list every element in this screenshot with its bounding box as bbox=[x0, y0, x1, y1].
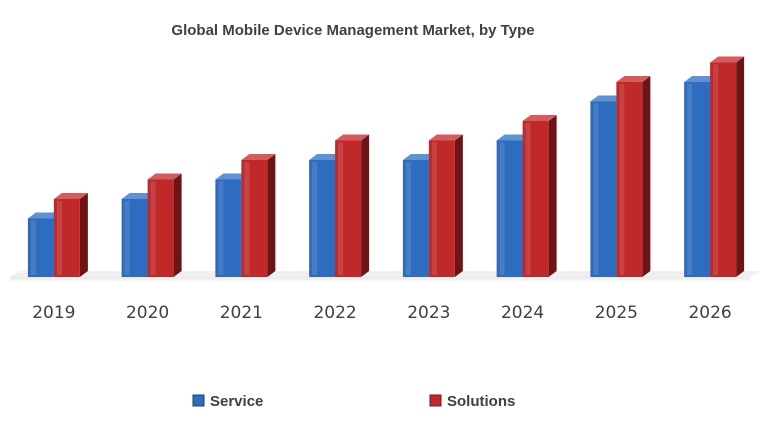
bar-front bbox=[215, 179, 242, 277]
bar-highlight bbox=[593, 103, 599, 275]
bar-top bbox=[684, 76, 719, 82]
bar-side bbox=[173, 173, 182, 277]
legend-item-solutions: Solutions bbox=[429, 393, 515, 410]
bar-top bbox=[241, 154, 276, 160]
bar-front bbox=[428, 140, 455, 277]
legend-item-service: Service bbox=[192, 393, 263, 410]
bar-solutions-2021 bbox=[241, 154, 276, 277]
x-tick-label: 2024 bbox=[501, 303, 544, 323]
bar-top bbox=[215, 173, 250, 180]
bar-front bbox=[53, 199, 80, 277]
bar-front bbox=[616, 82, 643, 277]
bar-side bbox=[267, 154, 276, 277]
bar-side bbox=[79, 193, 88, 277]
legend-label: Solutions bbox=[447, 393, 515, 410]
x-axis-ticks: 2019 2020 2021 2022 2023 2024 2025 2026 bbox=[32, 303, 732, 323]
legend: Service Solutions bbox=[192, 393, 515, 410]
bar-front bbox=[590, 101, 617, 277]
bar-front bbox=[27, 218, 54, 277]
bar-front bbox=[309, 160, 336, 277]
bar-highlight bbox=[405, 162, 411, 275]
bar-solutions-2022 bbox=[335, 134, 370, 277]
bar-top bbox=[522, 115, 557, 121]
bar-solutions-2023 bbox=[428, 134, 463, 277]
bar-solutions-2026 bbox=[710, 56, 745, 277]
bar-top bbox=[53, 193, 88, 199]
chart-floor bbox=[10, 271, 760, 283]
bar-front bbox=[496, 140, 523, 277]
bar-highlight bbox=[30, 220, 36, 275]
bar-highlight bbox=[713, 64, 719, 275]
bar-highlight bbox=[525, 123, 531, 275]
bar-side bbox=[642, 76, 651, 277]
bar-top bbox=[496, 134, 531, 141]
legend-swatch bbox=[429, 394, 442, 407]
bar-highlight bbox=[150, 181, 156, 275]
bar-top bbox=[147, 173, 182, 180]
x-tick-label: 2022 bbox=[313, 303, 356, 323]
chart-title: Global Mobile Device Management Market, … bbox=[171, 22, 534, 39]
bar-solutions-2020 bbox=[147, 173, 182, 277]
bar-highlight bbox=[124, 201, 130, 275]
bar-front bbox=[710, 62, 737, 277]
bar-top bbox=[27, 212, 62, 219]
bar-front bbox=[241, 160, 268, 277]
x-tick-label: 2019 bbox=[32, 303, 75, 323]
bar-highlight bbox=[218, 181, 224, 275]
bar-highlight bbox=[431, 142, 437, 275]
bars-layer bbox=[27, 56, 745, 277]
bar-highlight bbox=[338, 142, 344, 275]
bar-side bbox=[736, 56, 745, 277]
bar-top bbox=[590, 95, 625, 102]
bar-side bbox=[361, 134, 370, 277]
x-tick-label: 2023 bbox=[407, 303, 450, 323]
bar-solutions-2025 bbox=[616, 76, 651, 277]
bar-top bbox=[428, 134, 463, 141]
bar-highlight bbox=[499, 142, 505, 275]
bar-front bbox=[684, 82, 711, 277]
bar-front bbox=[147, 179, 174, 277]
bar-top bbox=[616, 76, 651, 82]
bar-solutions-2019 bbox=[53, 193, 88, 277]
bar-side bbox=[548, 115, 557, 277]
floor-front bbox=[10, 277, 750, 283]
bar-top bbox=[121, 193, 156, 199]
bar-front bbox=[335, 140, 362, 277]
bar-solutions-2024 bbox=[522, 115, 557, 277]
x-tick-label: 2020 bbox=[126, 303, 169, 323]
bar-top bbox=[402, 154, 437, 160]
bar-front bbox=[402, 160, 429, 277]
legend-label: Service bbox=[210, 393, 263, 410]
x-tick-label: 2021 bbox=[220, 303, 263, 323]
bar-top bbox=[335, 134, 370, 141]
bar-front bbox=[121, 199, 148, 277]
x-tick-label: 2026 bbox=[688, 303, 731, 323]
bar-highlight bbox=[619, 84, 625, 275]
bar-side bbox=[454, 134, 463, 277]
bar-top bbox=[309, 154, 344, 160]
bar-highlight bbox=[312, 162, 318, 275]
x-tick-label: 2025 bbox=[595, 303, 638, 323]
floor-top bbox=[10, 271, 760, 277]
legend-swatch bbox=[192, 394, 205, 407]
bar-highlight bbox=[244, 162, 250, 275]
bar-top bbox=[710, 56, 745, 63]
bar-highlight bbox=[687, 84, 693, 275]
bar-highlight bbox=[56, 201, 62, 275]
bar-front bbox=[522, 121, 549, 277]
